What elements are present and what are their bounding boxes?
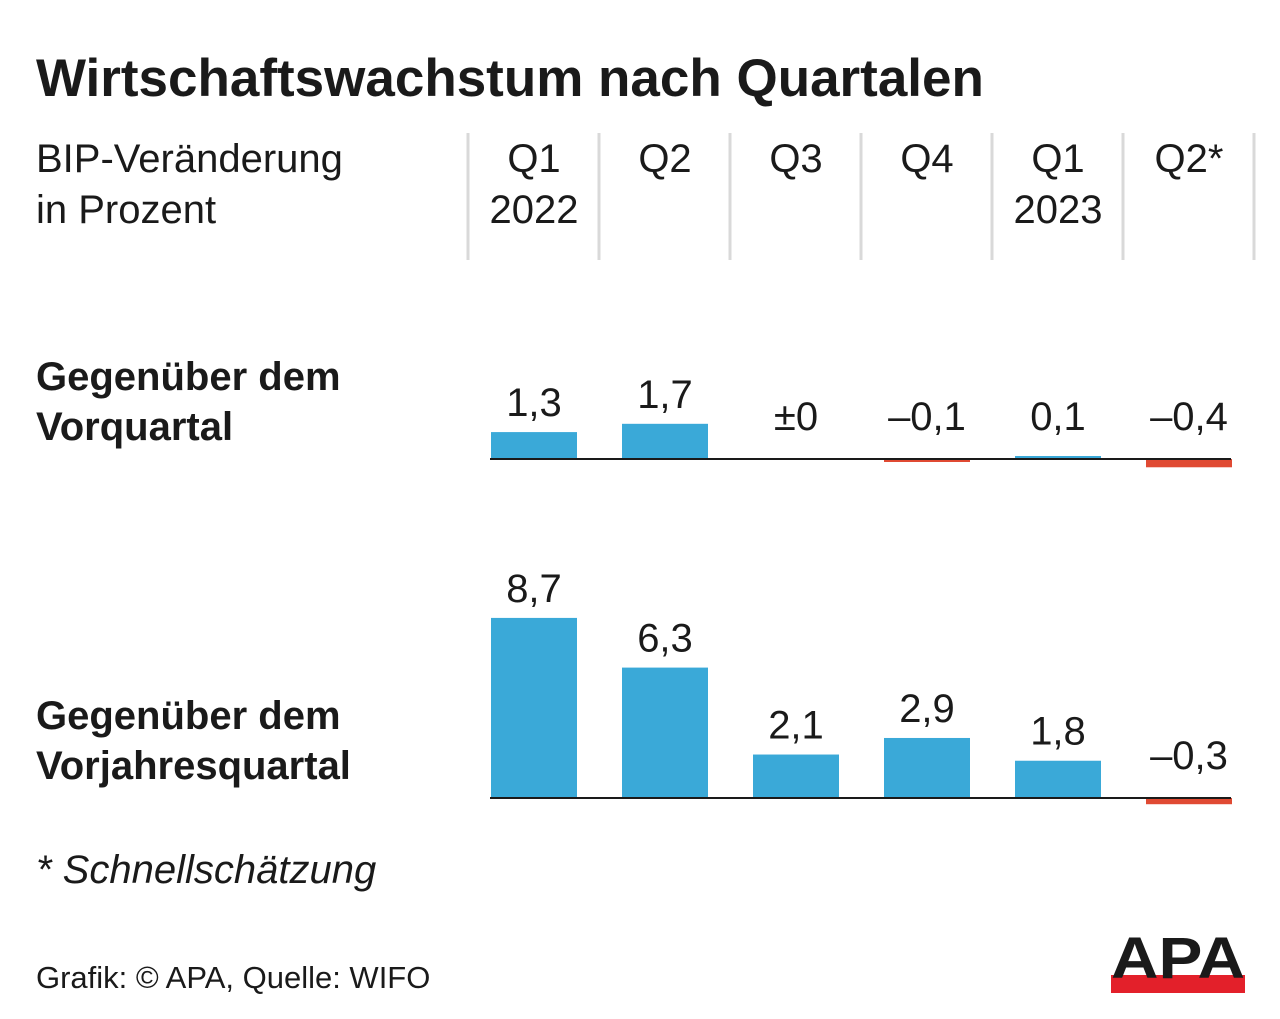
series-1-label-line-2: Vorquartal: [36, 405, 233, 449]
bar: [491, 432, 577, 459]
category-label: 2023: [1014, 188, 1103, 232]
data-label: 2,9: [899, 687, 955, 731]
series-2-label-line-1: Gegenüber dem: [36, 694, 341, 738]
bar: [622, 423, 708, 459]
bar: [1146, 798, 1232, 805]
bar: [491, 617, 577, 798]
data-label: 1,8: [1030, 710, 1086, 754]
category-label: Q4: [900, 137, 953, 181]
category-label: Q2*: [1155, 137, 1224, 181]
chart-title: Wirtschaftswachstum nach Quartalen: [36, 49, 984, 108]
data-label: 2,1: [768, 704, 824, 748]
data-label: 6,3: [637, 617, 693, 661]
bar: [1015, 456, 1101, 459]
data-label: 1,3: [506, 381, 562, 425]
source-credit: Grafik: © APA, Quelle: WIFO: [36, 960, 430, 995]
bar: [622, 667, 708, 798]
category-label: Q1: [1031, 137, 1084, 181]
data-label: 1,7: [637, 373, 693, 417]
bar: [1015, 760, 1101, 798]
bar: [1146, 459, 1232, 468]
data-label: –0,1: [888, 395, 966, 439]
category-label: 2022: [490, 188, 579, 232]
category-label: Q1: [507, 137, 560, 181]
data-label: –0,3: [1150, 734, 1228, 778]
bar: [884, 737, 970, 798]
bar: [753, 754, 839, 798]
bar: [884, 459, 970, 462]
series-2-label-line-2: Vorjahresquartal: [36, 744, 351, 788]
data-label: –0,4: [1150, 395, 1228, 439]
apa-logo: APA: [1111, 926, 1245, 993]
subtitle-line-2: in Prozent: [36, 188, 216, 232]
series-1-label-line-1: Gegenüber dem: [36, 355, 341, 399]
data-label: 0,1: [1030, 395, 1086, 439]
data-label: 8,7: [506, 567, 562, 611]
svg-text:APA: APA: [1111, 926, 1245, 991]
category-label: Q2: [638, 137, 691, 181]
footnote: * Schnellschätzung: [36, 848, 376, 892]
data-label: ±0: [774, 395, 818, 439]
category-label: Q3: [769, 137, 822, 181]
subtitle-line-1: BIP-Veränderung: [36, 137, 343, 181]
